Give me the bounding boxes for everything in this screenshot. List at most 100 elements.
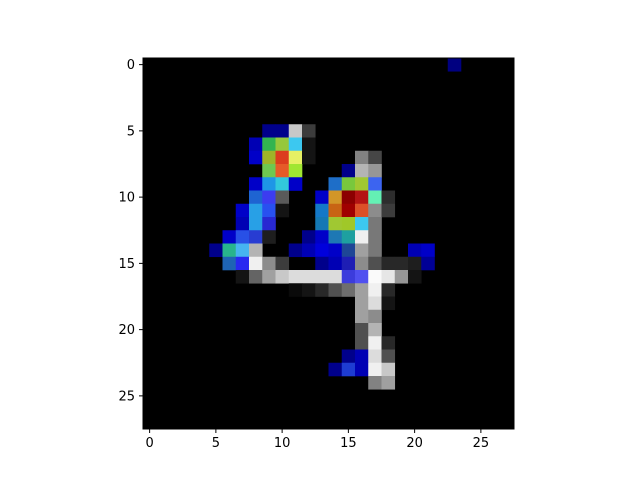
heatmap-cell (341, 362, 356, 377)
heatmap-cell (328, 270, 343, 284)
heatmap-cell (275, 137, 290, 152)
heatmap-cell (368, 190, 382, 205)
heatmap-cell (275, 270, 290, 284)
heatmap-cell (302, 124, 316, 138)
heatmap-cell (302, 150, 316, 165)
heatmap-cell (262, 150, 276, 165)
heatmap-cell (315, 243, 329, 258)
heatmap-cell (222, 243, 237, 258)
x-tick-label: 5 (212, 436, 220, 451)
heatmap-cell (328, 230, 343, 244)
heatmap-cell (447, 58, 462, 72)
heatmap-cell (315, 230, 329, 244)
heatmap-cell (381, 256, 396, 271)
heatmap-cell (288, 177, 303, 191)
y-tick-label: 10 (118, 191, 135, 206)
heatmap-cell (355, 362, 369, 377)
heatmap-cell (262, 164, 276, 178)
heatmap-cell (288, 243, 303, 258)
heatmap-cell (368, 256, 382, 271)
heatmap-cell (368, 177, 382, 191)
heatmap-cell (262, 270, 276, 284)
heatmap-cell (288, 164, 303, 178)
heatmap-cell (235, 256, 250, 271)
heatmap-cell (262, 217, 276, 231)
heatmap-cell (315, 270, 329, 284)
heatmap-cell (222, 230, 237, 244)
x-tick-label: 10 (274, 436, 291, 451)
heatmap-cell (249, 243, 263, 258)
heatmap-cell (249, 230, 263, 244)
heatmap-cell (355, 150, 369, 165)
heatmap-cell (328, 203, 343, 218)
heatmap-cell (368, 243, 382, 258)
heatmap-cell (288, 124, 303, 138)
heatmap-cell (421, 243, 435, 258)
heatmap-cell (275, 150, 290, 165)
heatmap-cell (341, 243, 356, 258)
heatmap-cell (302, 270, 316, 284)
heatmap-cell (341, 270, 356, 284)
heatmap-cell (368, 362, 382, 377)
heatmap-cell (302, 243, 316, 258)
heatmap-cell (275, 256, 290, 271)
heatmap-cell (381, 283, 396, 297)
heatmap-cell (275, 190, 290, 205)
heatmap-cell (394, 256, 409, 271)
heatmap-cell (249, 256, 263, 271)
heatmap-cell (249, 190, 263, 205)
heatmap-cell (368, 309, 382, 324)
heatmap-cell (262, 256, 276, 271)
heatmap-cell (355, 283, 369, 297)
heatmap-cell (249, 137, 263, 152)
heatmap-cell (328, 256, 343, 271)
heatmap-cell (328, 190, 343, 205)
heatmap-cell (355, 243, 369, 258)
heatmap-cell (355, 164, 369, 178)
heatmap-cell (328, 283, 343, 297)
heatmap-cell (368, 376, 382, 390)
heatmap-cell (262, 230, 276, 244)
heatmap-cell (381, 190, 396, 205)
heatmap-cell (408, 243, 422, 258)
y-axis: 0 5 10 15 20 25 (118, 58, 143, 404)
heatmap-cell (408, 270, 422, 284)
heatmap-cell (235, 270, 250, 284)
heatmap-cell (341, 177, 356, 191)
heatmap-cell (355, 177, 369, 191)
heatmap-cell (355, 323, 369, 337)
heatmap-cell (262, 190, 276, 205)
heatmap-cell (209, 243, 223, 258)
heatmap-cell (235, 243, 250, 258)
y-tick-label: 0 (127, 58, 135, 73)
heatmap-cell (368, 296, 382, 311)
heatmap-cell (381, 349, 396, 364)
y-tick-label: 5 (127, 124, 135, 139)
heatmap-cell (421, 256, 435, 271)
heatmap-cell (368, 230, 382, 244)
heatmap-cell (288, 137, 303, 152)
heatmap-cell (249, 270, 263, 284)
heatmap-cell (235, 203, 250, 218)
heatmap-cell (368, 349, 382, 364)
heatmap-cell (341, 217, 356, 231)
heatmap-cell (368, 150, 382, 165)
heatmap-cell (368, 283, 382, 297)
y-tick-label: 20 (118, 323, 135, 338)
heatmap-cell (262, 124, 276, 138)
heatmap-cell (288, 283, 303, 297)
heatmap-cell (315, 190, 329, 205)
heatmap-cell (341, 203, 356, 218)
heatmap-cell (275, 203, 290, 218)
heatmap-cell (368, 203, 382, 218)
heatmap-cell (341, 164, 356, 178)
heatmap-cell (381, 362, 396, 377)
heatmap-cell (315, 256, 329, 271)
heatmap-cell (262, 137, 276, 152)
heatmap-cell (355, 270, 369, 284)
heatmap-cell (355, 203, 369, 218)
heatmap-cell (302, 283, 316, 297)
plot-area (142, 57, 515, 430)
heatmap-cell (235, 230, 250, 244)
